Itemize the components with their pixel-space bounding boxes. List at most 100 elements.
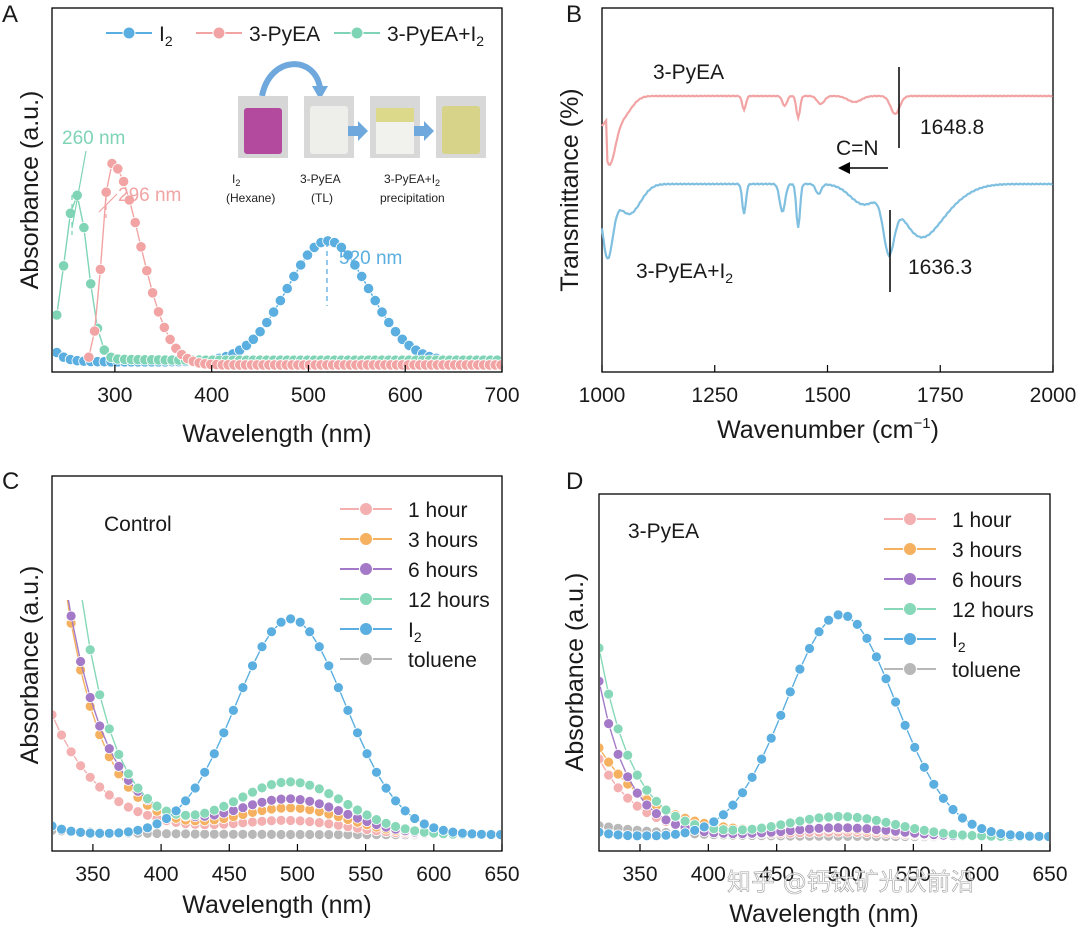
annot-296nm: 296 nm bbox=[118, 185, 181, 206]
series-i2-point bbox=[342, 249, 354, 261]
panel-d: D 350 400 450 500 550 600 650 1 hour 3 hours 6 h… bbox=[561, 468, 1068, 928]
panel-d-series-i2-point bbox=[985, 826, 997, 837]
panel-d-series-i2-point bbox=[603, 828, 614, 840]
panel-a-plot bbox=[53, 157, 501, 371]
panel-c-series-toluene-point bbox=[189, 828, 201, 840]
panel-c-series-12-hours-point bbox=[227, 796, 239, 808]
panel-d-series-12-hours-point bbox=[938, 827, 949, 839]
panel-b-label-pyea-i2: 3-PyEA+I2 bbox=[636, 260, 733, 286]
panel-d-series-i2-point bbox=[899, 720, 911, 731]
panel-d-series-12-hours-point bbox=[890, 819, 901, 830]
panel-d-series-i2-point bbox=[746, 772, 758, 783]
panel-a-inset-photo: I2 (Hexane) 3-PyEA (TL) 3-PyEA+I2 precip… bbox=[226, 61, 486, 205]
panel-c-series-toluene-point bbox=[275, 829, 287, 840]
panel-c-series-12-hours-point bbox=[332, 793, 344, 805]
panel-c-tick-label-600: 600 bbox=[416, 863, 451, 886]
panel-c-series-i2-point bbox=[380, 782, 392, 794]
panel-c-series-1-hour-point bbox=[275, 815, 287, 826]
panel-c-series-12-hours-point bbox=[142, 793, 153, 804]
panel-c-series bbox=[53, 554, 501, 841]
panel-d-series-12-hours-point bbox=[947, 828, 959, 840]
panel-c-series-12-hours-point bbox=[180, 809, 192, 821]
panel-c-legend-marker-1 bbox=[359, 532, 373, 546]
panel-c-series-12-hours-point bbox=[285, 776, 297, 788]
inset-vial-i2 bbox=[244, 108, 282, 154]
panel-c-series-i2-point bbox=[418, 818, 430, 830]
panel-c-legend-label-2: 6 hours bbox=[408, 559, 478, 582]
panel-d-series-6-hours-point bbox=[631, 787, 643, 799]
panel-c-series-toluene-point bbox=[247, 829, 258, 840]
panel-c-series-6-hours-point bbox=[313, 798, 325, 810]
panel-d-series-12-hours-point bbox=[918, 825, 930, 836]
panel-c-legend-sub: 2 bbox=[414, 629, 422, 645]
series-pyea-i2-point bbox=[57, 260, 70, 272]
series-i2-point bbox=[376, 306, 388, 318]
panel-c-series-12-hours-point bbox=[199, 807, 211, 819]
panel-c-series-i2-point bbox=[361, 748, 373, 760]
panel-d-series-12-hours-point bbox=[622, 749, 634, 761]
panel-d-series-i2-point bbox=[823, 614, 834, 626]
panel-d-series-6-hours-point bbox=[600, 675, 605, 687]
series-i2-point bbox=[267, 306, 280, 318]
panel-d-legend: 1 hour 3 hours 6 hours 12 hours I2 toluene bbox=[884, 509, 1034, 682]
panel-d-plot bbox=[600, 609, 1049, 843]
panel-c-series-6-hours-point bbox=[247, 799, 258, 811]
panel-b-cn-arrow-head bbox=[838, 162, 850, 174]
panel-c-series-1-hour-point bbox=[103, 789, 115, 801]
inset-label-pyea-i2: 3-PyEA+I2 bbox=[384, 172, 440, 188]
panel-d-series-6-hours-point bbox=[851, 822, 863, 834]
panel-c-series-toluene-point bbox=[256, 829, 268, 840]
panel-d-legend-marker-4 bbox=[903, 632, 917, 646]
panel-c-plot bbox=[53, 554, 501, 841]
panel-c-series-i2-point bbox=[142, 822, 153, 834]
panel-d-series-i2-point bbox=[651, 830, 662, 842]
panel-c-series-12-hours-point bbox=[323, 788, 335, 799]
panel-a-legend: I2 3-PyEA 3-PyEA+I2 bbox=[106, 23, 484, 49]
panel-d-series-12-hours-point bbox=[804, 813, 815, 825]
panel-c-series-1-hour-point bbox=[122, 801, 134, 813]
panel-d-series-i2-point bbox=[670, 828, 681, 840]
inset-label-precip: precipitation bbox=[380, 191, 445, 205]
panel-c-series-1-hour-point bbox=[56, 729, 67, 741]
panel-d-series-3-hours-point bbox=[612, 768, 624, 780]
panel-c-series-i2-point bbox=[122, 826, 134, 838]
panel-c-series-i2-point bbox=[227, 705, 239, 716]
panel-c-legend-label-5: toluene bbox=[408, 649, 477, 672]
panel-c-series-12-hours-point bbox=[342, 799, 354, 810]
panel-d-series-i2-point bbox=[689, 825, 701, 836]
panel-c-series-i2-point bbox=[256, 641, 268, 653]
panel-c-series-6-hours-point bbox=[57, 554, 67, 564]
panel-d-series-12-hours-point bbox=[727, 824, 739, 836]
panel-d-series-i2-point bbox=[813, 626, 825, 638]
panel-d-frame bbox=[598, 493, 1051, 852]
panel-c-series-1-hour-point bbox=[285, 815, 297, 826]
legend-marker-i2 bbox=[122, 26, 136, 40]
panel-c-series-i2-point bbox=[65, 825, 77, 837]
panel-d-series-6-hours-point bbox=[603, 718, 614, 729]
legend-label-i2: I2 bbox=[159, 23, 173, 49]
panel-c-legend-marker-0 bbox=[359, 502, 373, 516]
panel-c-series-i2-point bbox=[94, 828, 106, 839]
panel-d-series-3-hours-point bbox=[603, 756, 614, 768]
panel-c-letter: C bbox=[2, 468, 19, 495]
panel-c-series-1-hour-point bbox=[256, 815, 268, 827]
panel-c-legend-label-1: 3 hours bbox=[408, 529, 478, 552]
panel-c-tick-label-650: 650 bbox=[484, 863, 519, 886]
panel-d-series-i2-point bbox=[784, 686, 796, 698]
panel-c-series-i2-point bbox=[294, 616, 306, 628]
panel-c-series-12-hours-point bbox=[237, 791, 249, 803]
panel-d-series-i2-point bbox=[842, 611, 854, 622]
panel-d-series-3-hours-point bbox=[600, 742, 605, 754]
panel-d-series-i2-point bbox=[851, 619, 863, 630]
panel-c-series-toluene-point bbox=[208, 828, 220, 840]
panel-d-series-i2-point bbox=[918, 761, 930, 773]
panel-b-label-pyea: 3-PyEA bbox=[653, 61, 724, 84]
series-i2-point bbox=[301, 249, 314, 261]
panel-c-series-toluene-point bbox=[180, 828, 192, 840]
panel-d-series-12-hours-point bbox=[756, 822, 767, 834]
panel-c-series-1-hour-point bbox=[75, 760, 86, 772]
panel-a-y-label: Absorbance (a.u.) bbox=[16, 91, 44, 290]
panel-c-series-i2-point bbox=[485, 829, 497, 840]
panel-c-series-i2-point bbox=[457, 827, 468, 839]
panel-c-series-toluene-point bbox=[199, 828, 211, 840]
